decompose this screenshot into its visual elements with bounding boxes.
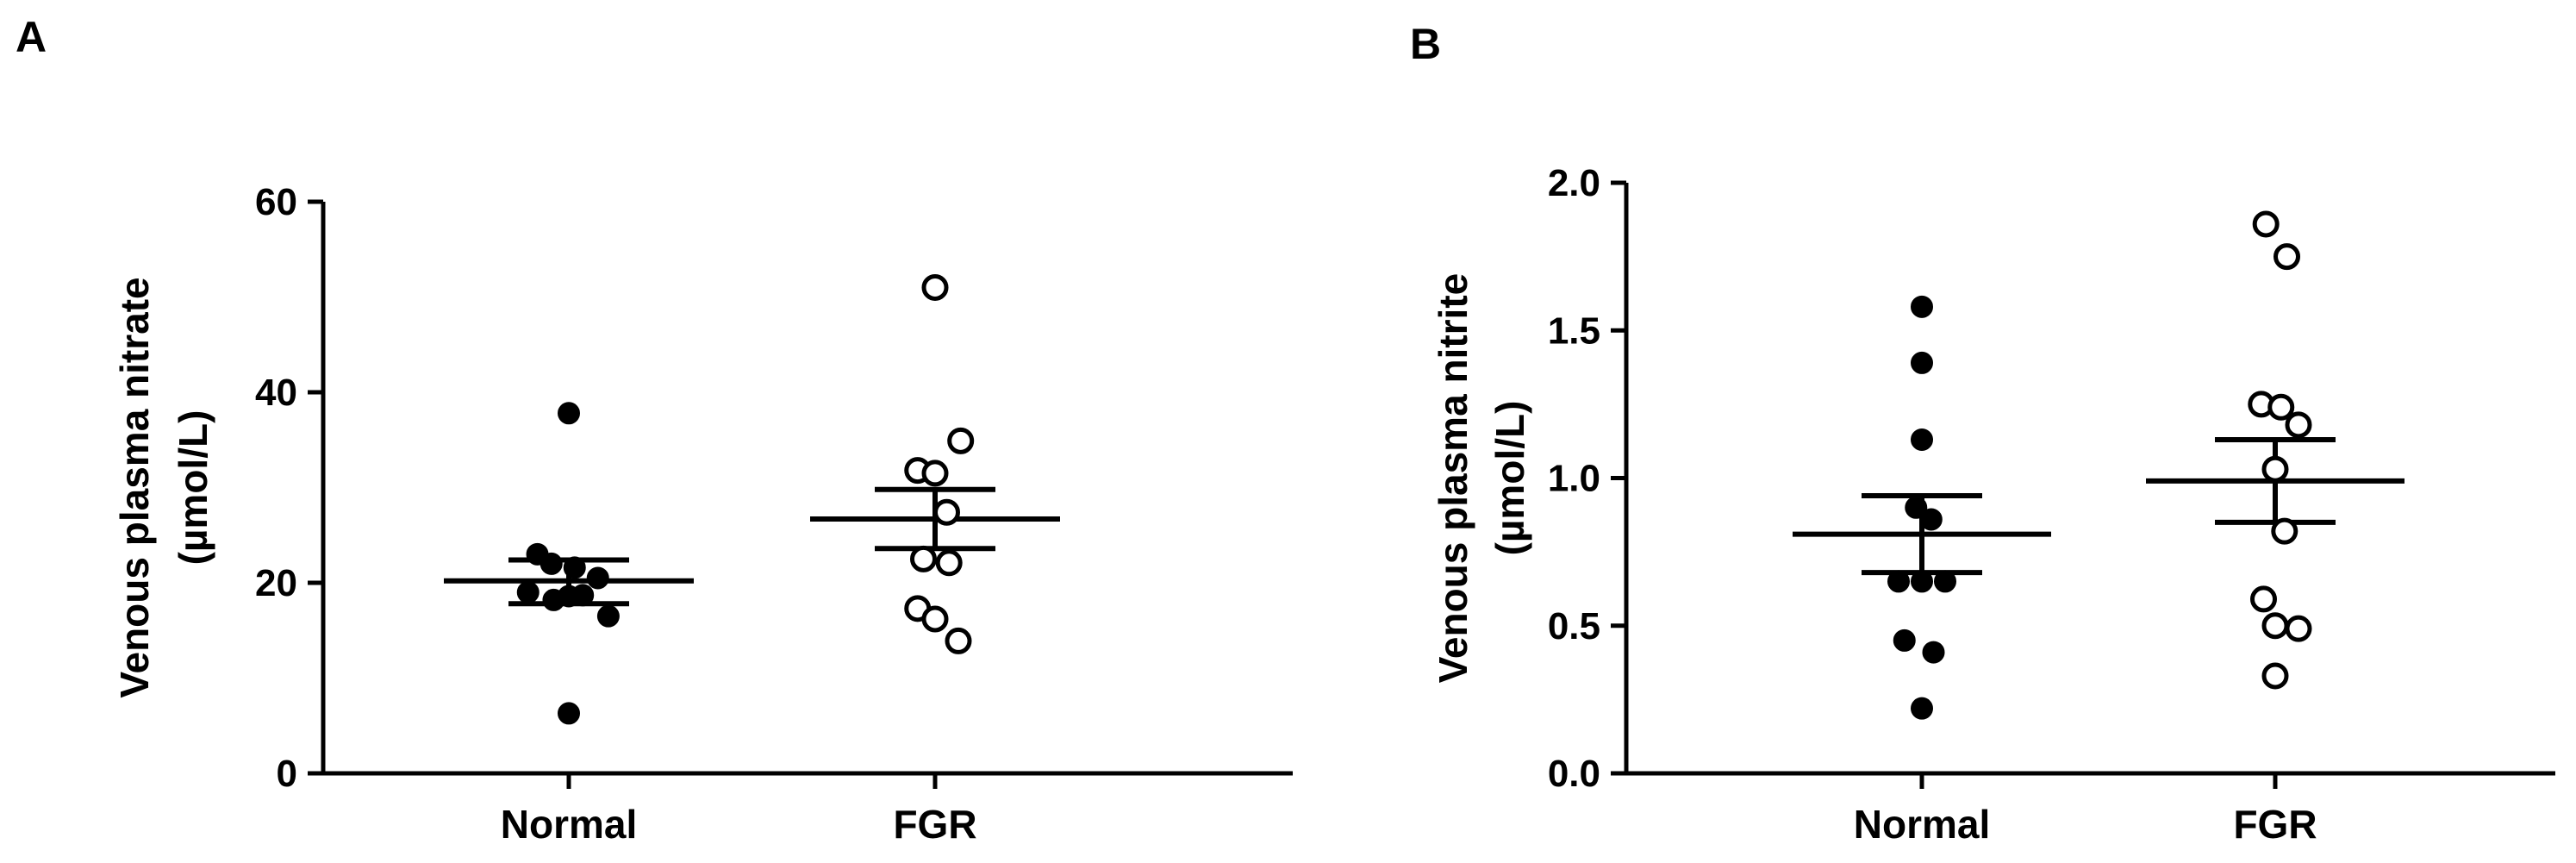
- data-point-open: [2261, 662, 2289, 690]
- data-point-open: [910, 545, 937, 572]
- panel-a: A 0 20 40 60 Normal FGR Venous plasma nitrate (…: [16, 13, 1293, 847]
- data-point-open: [2267, 393, 2295, 421]
- x-category-label: FGR: [2233, 802, 2317, 847]
- y-tick-label: 60: [255, 181, 297, 223]
- y-tick-label: 1.5: [1548, 310, 1600, 352]
- data-point-filled: [516, 581, 540, 604]
- panel-b: B 0.0 0.5 1.0 1.5 2.0 Normal FGR Venous plasma …: [1410, 20, 2555, 847]
- x-category-label: Normal: [501, 802, 637, 847]
- data-point-open: [921, 460, 949, 487]
- data-point-open: [921, 605, 949, 633]
- panel-label-a: A: [16, 13, 47, 61]
- y-tick-label: 0.5: [1548, 605, 1600, 647]
- data-point-open: [933, 498, 960, 526]
- data-point-open: [2271, 517, 2298, 545]
- data-point-filled: [1922, 641, 1945, 664]
- data-point-filled: [1911, 295, 1933, 318]
- data-point-open: [2250, 585, 2277, 613]
- data-point-filled: [1919, 508, 1943, 531]
- data-point-filled: [563, 556, 586, 579]
- data-point-open: [921, 273, 949, 301]
- panel-label-b: B: [1410, 20, 1441, 68]
- data-point-open: [2285, 615, 2312, 642]
- y-axis-label: Venous plasma nitrate: [112, 277, 157, 697]
- data-point-filled: [1911, 570, 1933, 593]
- data-point-filled: [558, 702, 580, 725]
- y-axis-label: Venous plasma nitrite: [1431, 273, 1475, 683]
- y-tick-label: 1.0: [1548, 458, 1600, 500]
- data-point-open: [2285, 411, 2312, 439]
- data-point-filled: [1905, 496, 1928, 519]
- data-point-filled: [586, 566, 609, 590]
- y-tick-label: 40: [255, 372, 297, 414]
- data-point-open: [945, 627, 972, 654]
- data-point-filled: [1911, 428, 1933, 451]
- data-point-filled: [558, 402, 580, 425]
- x-category-label: Normal: [1854, 802, 1990, 847]
- data-point-filled: [540, 552, 563, 575]
- data-point-filled: [1893, 628, 1916, 652]
- data-point-filled: [571, 584, 595, 607]
- x-category-label: FGR: [893, 802, 976, 847]
- y-axis-label: (µmol/L): [1488, 401, 1532, 556]
- data-point-filled: [1934, 570, 1956, 593]
- data-point-open: [2261, 455, 2289, 483]
- data-point-open: [2252, 210, 2280, 238]
- y-tick-label: 0.0: [1548, 753, 1600, 795]
- data-point-filled: [1911, 697, 1933, 720]
- y-tick-label: 0: [277, 753, 297, 795]
- y-axis-label: (µmol/L): [171, 410, 215, 566]
- data-point-open: [2261, 612, 2289, 640]
- data-point-open: [935, 549, 963, 577]
- data-point-filled: [1911, 351, 1933, 374]
- data-point-filled: [1887, 570, 1910, 593]
- data-point-open: [2273, 243, 2300, 271]
- data-point-open: [947, 427, 975, 454]
- data-point-filled: [596, 604, 620, 628]
- y-tick-label: 20: [255, 562, 297, 604]
- y-tick-label: 2.0: [1548, 162, 1600, 204]
